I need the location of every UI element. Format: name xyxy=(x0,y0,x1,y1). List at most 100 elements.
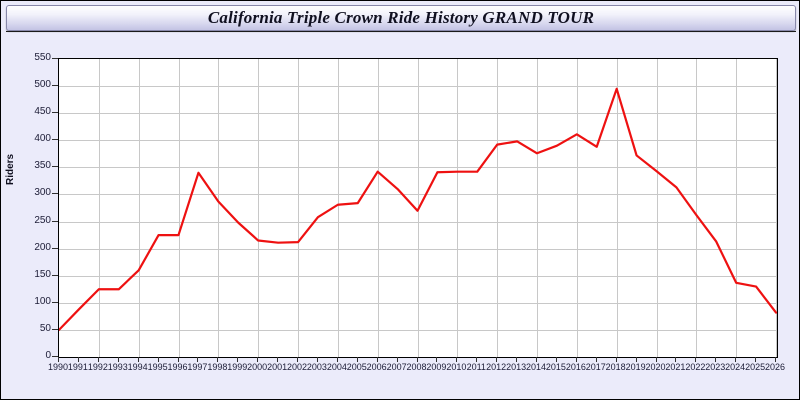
x-axis-tick-label: 2023 xyxy=(705,362,726,372)
x-axis-tick xyxy=(656,357,657,362)
x-axis-tick-label: 2021 xyxy=(665,362,686,372)
gridlines xyxy=(59,59,777,357)
x-axis-tick xyxy=(78,357,79,362)
x-axis-tick xyxy=(417,357,418,362)
x-axis-tick xyxy=(357,357,358,362)
x-axis-tick-label: 2011 xyxy=(466,362,486,372)
x-axis-tick-label: 2016 xyxy=(565,362,586,372)
x-axis-tick xyxy=(98,357,99,362)
x-axis-tick-label: 2008 xyxy=(406,362,427,372)
x-axis-tick-label: 2017 xyxy=(585,362,606,372)
x-axis-tick xyxy=(556,357,557,362)
x-axis-tick xyxy=(576,357,577,362)
y-axis-tick xyxy=(52,356,58,357)
y-axis-tick-label: 400 xyxy=(34,133,51,145)
x-axis-tick xyxy=(456,357,457,362)
x-axis-tick-label: 1999 xyxy=(227,362,248,372)
x-axis-tick-label: 1998 xyxy=(207,362,228,372)
x-axis-tick xyxy=(695,357,696,362)
y-axis-tick-label: 500 xyxy=(34,79,51,91)
x-axis-tick xyxy=(496,357,497,362)
x-axis-tick xyxy=(755,357,756,362)
x-axis-tick xyxy=(277,357,278,362)
x-axis-tick-label: 1995 xyxy=(147,362,168,372)
x-axis-tick-label: 1994 xyxy=(127,362,148,372)
y-axis-tick-label: 0 xyxy=(45,350,51,361)
y-axis-tick-label: 300 xyxy=(34,187,51,199)
x-axis-tick xyxy=(636,357,637,362)
x-axis-tick xyxy=(237,357,238,362)
x-axis-tick xyxy=(715,357,716,362)
x-axis-tick xyxy=(197,357,198,362)
x-axis-tick-label: 2004 xyxy=(326,362,347,372)
x-axis-tick xyxy=(297,357,298,362)
x-axis-tick xyxy=(476,357,477,362)
x-axis-tick xyxy=(337,357,338,362)
x-axis-tick xyxy=(58,357,59,362)
x-axis-tick-label: 1992 xyxy=(87,362,108,372)
x-axis-tick-label: 2022 xyxy=(685,362,706,372)
x-axis-tick-label: 1991 xyxy=(67,362,88,372)
x-axis-tick-label: 2013 xyxy=(506,362,527,372)
y-axis-labels: 0 50 100 150 200 250 300 350 400 450 500 550 xyxy=(1,1,51,399)
x-axis-tick xyxy=(257,357,258,362)
x-axis-tick-label: 1997 xyxy=(187,362,208,372)
x-axis-tick xyxy=(377,357,378,362)
y-axis-tick xyxy=(52,166,58,167)
x-axis-tick-label: 2006 xyxy=(366,362,387,372)
y-axis-tick xyxy=(52,275,58,276)
x-axis-tick xyxy=(735,357,736,362)
y-axis-tick xyxy=(52,139,58,140)
x-axis-tick-label: 2025 xyxy=(745,362,766,372)
x-axis-tick-label: 1990 xyxy=(47,362,69,372)
x-axis-tick xyxy=(516,357,517,362)
y-axis-tick-label: 50 xyxy=(39,322,51,334)
x-axis-tick xyxy=(178,357,179,362)
x-axis-tick-label: 2026 xyxy=(764,362,786,372)
x-axis-tick-label: 2015 xyxy=(545,362,566,372)
x-axis-tick-label: 2020 xyxy=(645,362,666,372)
titlebar-divider xyxy=(6,31,796,32)
x-axis-tick xyxy=(118,357,119,362)
y-axis-tick-label: 150 xyxy=(34,268,51,280)
series-path xyxy=(59,87,777,332)
x-axis-tick xyxy=(675,357,676,362)
y-axis-tick-label: 450 xyxy=(34,106,51,118)
y-axis-tick xyxy=(52,221,58,222)
x-axis-tick-label: 2000 xyxy=(247,362,268,372)
y-axis-tick xyxy=(52,329,58,330)
x-axis-tick xyxy=(616,357,617,362)
x-axis-tick-label: 2002 xyxy=(286,362,308,372)
x-axis-tick xyxy=(775,357,776,362)
y-axis-tick-label: 550 xyxy=(34,52,51,63)
x-axis-tick-label: 2007 xyxy=(386,362,407,372)
y-axis-tick xyxy=(52,193,58,194)
x-axis-tick-label: 2003 xyxy=(306,362,327,372)
y-axis-tick xyxy=(52,112,58,113)
y-axis-tick xyxy=(52,248,58,249)
series-line-grand-tour xyxy=(59,87,777,332)
x-axis-tick-label: 2010 xyxy=(446,362,467,372)
x-axis-tick xyxy=(138,357,139,362)
x-axis-tick-label: 1993 xyxy=(107,362,128,372)
y-axis-tick xyxy=(52,302,58,303)
x-axis-tick-label: 2009 xyxy=(426,362,447,372)
x-axis-tick-label: 2005 xyxy=(346,362,367,372)
y-axis-tick-label: 250 xyxy=(34,214,51,226)
y-axis-tick xyxy=(52,85,58,86)
x-axis-tick-label: 2019 xyxy=(625,362,646,372)
x-axis-tick xyxy=(596,357,597,362)
title-bar: California Triple Crown Ride History GRA… xyxy=(6,5,796,31)
x-axis-tick xyxy=(217,357,218,362)
plot-area xyxy=(58,58,778,358)
y-axis-tick-label: 200 xyxy=(34,241,51,253)
x-axis-tick-label: 2024 xyxy=(725,362,746,372)
x-axis-tick xyxy=(317,357,318,362)
x-axis-tick xyxy=(436,357,437,362)
y-axis-tick-label: 100 xyxy=(34,295,51,307)
y-axis-tick-label: 350 xyxy=(34,160,51,172)
x-axis-tick-label: 2018 xyxy=(605,362,626,372)
x-axis-tick-label: 1996 xyxy=(167,362,188,372)
x-axis-tick xyxy=(536,357,537,362)
